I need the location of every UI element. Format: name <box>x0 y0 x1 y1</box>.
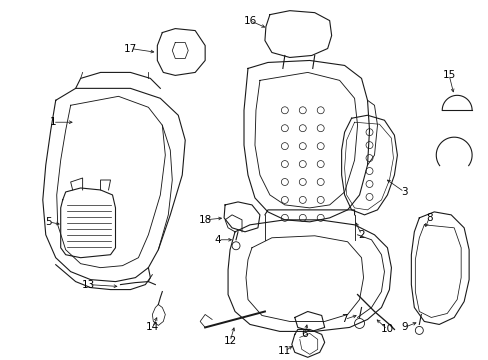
Text: 15: 15 <box>442 71 455 80</box>
Text: 12: 12 <box>223 336 236 346</box>
Text: 11: 11 <box>278 346 291 356</box>
Text: 7: 7 <box>341 314 347 324</box>
Text: 18: 18 <box>198 215 211 225</box>
Text: 6: 6 <box>301 329 307 339</box>
Text: 4: 4 <box>214 235 221 245</box>
Text: 5: 5 <box>45 217 52 227</box>
Text: 13: 13 <box>82 280 95 289</box>
Text: 9: 9 <box>400 323 407 332</box>
Text: 16: 16 <box>243 15 256 26</box>
Text: 1: 1 <box>49 117 56 127</box>
Text: 8: 8 <box>425 213 432 223</box>
Text: 10: 10 <box>380 324 393 334</box>
Text: 3: 3 <box>400 187 407 197</box>
Text: 17: 17 <box>123 44 137 54</box>
Text: 14: 14 <box>145 323 159 332</box>
Text: 2: 2 <box>358 230 364 240</box>
